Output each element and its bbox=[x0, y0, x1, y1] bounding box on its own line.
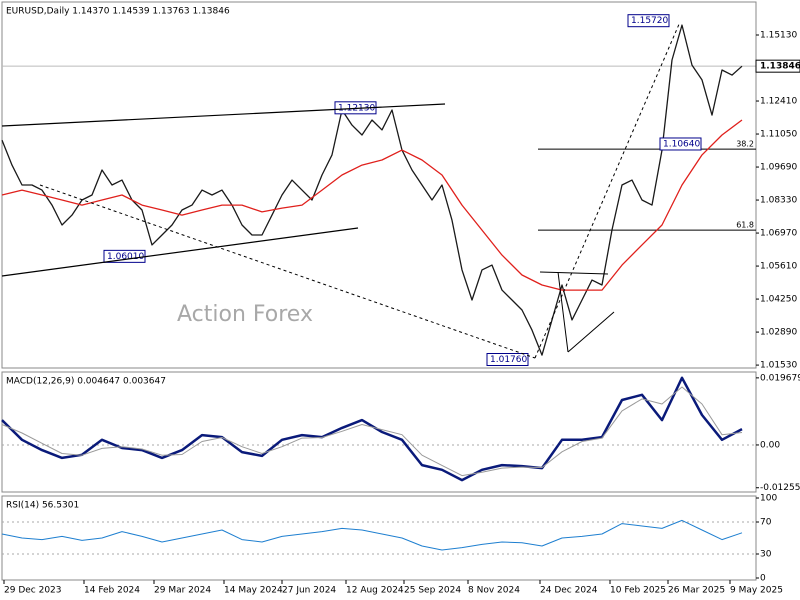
x-tick-label: 14 May 2024 bbox=[224, 586, 283, 596]
series-line bbox=[1, 519, 743, 551]
y-tick-label: 1.01530 bbox=[760, 361, 797, 371]
y-tick-label: 1.06970 bbox=[760, 229, 797, 239]
series-line bbox=[1, 386, 743, 477]
trendline bbox=[567, 311, 615, 353]
panel-title: MACD(12,26,9) 0.004647 0.003647 bbox=[6, 377, 166, 387]
price-label: 1.10640 bbox=[663, 139, 700, 149]
drawings bbox=[1, 21, 681, 359]
series-line bbox=[1, 376, 743, 482]
y-tick-label: 30 bbox=[760, 550, 772, 560]
x-tick-label: 10 Feb 2025 bbox=[610, 586, 666, 596]
x-tick-label: 29 Dec 2023 bbox=[4, 586, 62, 596]
trendline bbox=[1, 103, 446, 127]
price-label: 1.15720 bbox=[631, 16, 668, 26]
y-tick-label: 0.00 bbox=[760, 440, 780, 450]
x-tick-label: 29 Mar 2024 bbox=[154, 586, 211, 596]
series-line bbox=[1, 24, 743, 356]
y-tick-label: 1.09690 bbox=[760, 163, 797, 173]
fib-label: 38.2 bbox=[736, 140, 754, 149]
watermark: Action Forex bbox=[177, 302, 313, 327]
y-tick-label: -0.012552 bbox=[760, 483, 800, 493]
y-tick-label: 100 bbox=[760, 494, 777, 504]
y-tick-label: 1.12410 bbox=[760, 97, 797, 107]
last-price-label: 1.13846 bbox=[760, 62, 800, 72]
x-tick-label: 8 Nov 2024 bbox=[468, 586, 520, 596]
y-tick-label: 1.11050 bbox=[760, 130, 797, 140]
trendline bbox=[539, 271, 609, 275]
y-tick-label: 1.15130 bbox=[760, 31, 797, 41]
x-tick-label: 26 Mar 2025 bbox=[668, 586, 725, 596]
x-tick-label: 9 May 2025 bbox=[730, 586, 783, 596]
panel-title: EURUSD,Daily 1.14370 1.14539 1.13763 1.1… bbox=[6, 7, 230, 17]
y-tick-label: 1.05610 bbox=[760, 262, 797, 272]
y-tick-label: 1.04250 bbox=[760, 295, 797, 305]
price-label-box bbox=[659, 137, 702, 151]
y-tick-label: 70 bbox=[760, 518, 772, 528]
x-tick-label: 14 Feb 2024 bbox=[84, 586, 140, 596]
panel-frame bbox=[1, 1, 757, 369]
series-line bbox=[1, 119, 743, 291]
fib-label: 61.8 bbox=[736, 221, 754, 230]
x-tick-label: 25 Sep 2024 bbox=[404, 586, 461, 596]
y-tick-label: 1.08330 bbox=[760, 196, 797, 206]
x-tick-label: 24 Dec 2024 bbox=[540, 586, 598, 596]
last-price-box bbox=[755, 59, 800, 73]
y-tick-label: 0.019679 bbox=[760, 373, 800, 383]
panel-title: RSI(14) 56.5301 bbox=[6, 501, 79, 511]
y-tick-label: 0 bbox=[760, 574, 766, 584]
trendline bbox=[1, 227, 359, 277]
trendline bbox=[557, 271, 569, 353]
x-tick-label: 27 Jun 2024 bbox=[282, 586, 336, 596]
price-label: 1.06010 bbox=[107, 252, 144, 262]
y-tick-label: 1.02890 bbox=[760, 328, 797, 338]
price-label-box bbox=[627, 14, 670, 28]
price-label: 1.01760 bbox=[490, 355, 527, 365]
price-label-box bbox=[486, 353, 529, 367]
panel-frame bbox=[1, 371, 757, 493]
x-tick-label: 12 Aug 2024 bbox=[346, 586, 404, 596]
trendline bbox=[534, 21, 681, 359]
panel-frame bbox=[1, 495, 757, 581]
